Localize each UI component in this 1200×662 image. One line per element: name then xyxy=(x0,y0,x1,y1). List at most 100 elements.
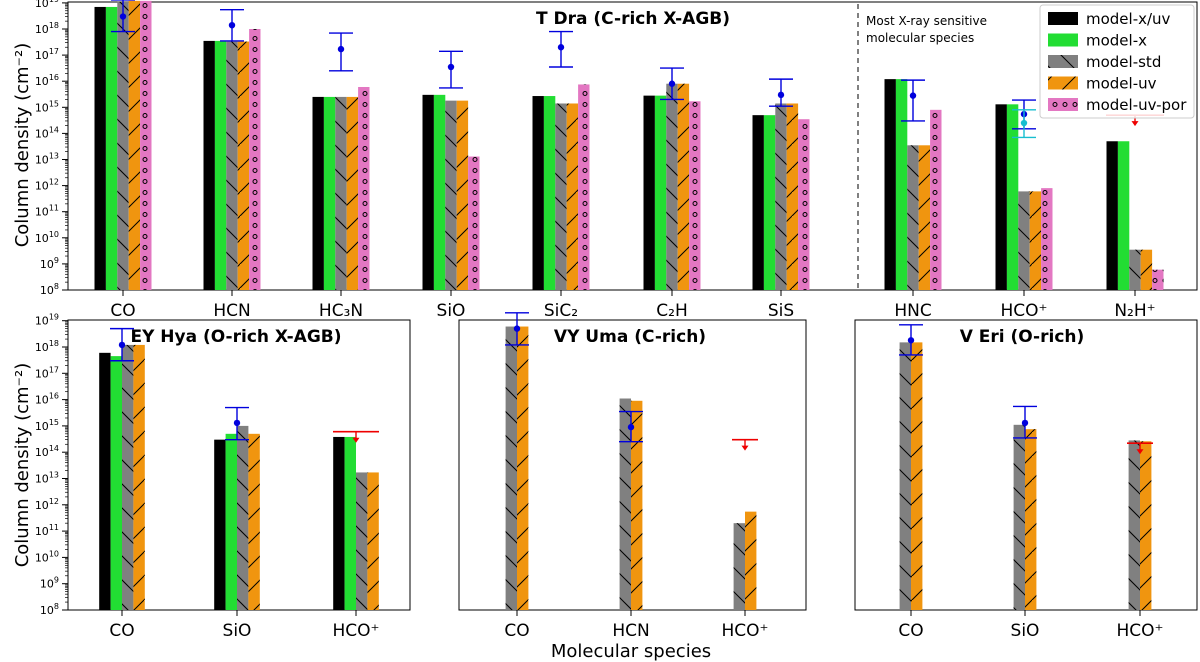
bar-model-x-sio xyxy=(433,94,446,290)
bar-hatch-model-uv-hcoplus xyxy=(367,472,379,610)
legend-swatch-model-x xyxy=(1048,33,1078,47)
x-tick-label-hc3n: HC₃N xyxy=(319,301,363,321)
bar-hatch-model-std-hcn xyxy=(619,398,631,610)
y-tick-label: 1011 xyxy=(35,204,59,219)
bar-hatch-model-std-co xyxy=(117,1,129,291)
bar-model-x-uv-hc3n xyxy=(312,96,324,291)
bar-model-x-sio xyxy=(225,433,237,610)
bar-hatch-model-std-sio xyxy=(445,100,457,290)
legend-label-model-x-uv: model-x/uv xyxy=(1086,10,1171,28)
bar-hatch-model-uv-n2hplus xyxy=(1140,249,1153,290)
obs-point-hcoplus xyxy=(1020,119,1028,127)
y-tick-label: 1017 xyxy=(35,47,59,62)
x-axis-title: Molecular species xyxy=(551,641,711,662)
bar-hatch-model-std-n2hplus xyxy=(1129,249,1141,290)
x-tick-label-co: CO xyxy=(110,301,135,321)
x-tick-label-sis: SiS xyxy=(768,301,794,321)
bar-hatch-model-uv-hcn xyxy=(631,400,643,610)
bar-hatch-model-uv-sic2 xyxy=(566,103,579,291)
x-tick-label-co: CO xyxy=(898,621,923,641)
bar-model-x-uv-sis xyxy=(752,115,764,290)
panel-title-3: V Eri (O-rich) xyxy=(960,327,1085,347)
obs-point-co xyxy=(119,13,127,20)
bar-hatch-model-uv-por-sic2 xyxy=(578,84,590,290)
bar-hatch-model-uv-hc3n xyxy=(346,96,359,291)
y-tick-label: 1013 xyxy=(35,152,59,167)
bar-hatch-model-std-hcoplus xyxy=(1128,440,1140,610)
upper-limit-arrow-head xyxy=(1131,121,1139,127)
bar-hatch-model-uv-hnc xyxy=(918,145,931,290)
obs-point-hc3n xyxy=(337,45,345,53)
obs-point-co xyxy=(118,341,126,349)
bar-model-x-n2hplus xyxy=(1117,141,1130,290)
panel-title-2: VY Uma (C-rich) xyxy=(554,327,706,347)
bar-hatch-model-uv-sis xyxy=(786,103,799,291)
bar-hatch-model-uv-sio xyxy=(248,433,260,610)
obs-point-hcn xyxy=(627,423,635,431)
legend-swatch-hatch-model-uv-por xyxy=(1048,98,1078,111)
bar-hatch-model-std-sic2 xyxy=(555,103,567,291)
y-tick-label: 1016 xyxy=(35,392,59,407)
x-tick-label-c2h: C₂H xyxy=(656,301,687,321)
x-tick-label-co: CO xyxy=(109,621,134,641)
panel-title-1: EY Hya (O-rich X-AGB) xyxy=(130,327,341,347)
bar-hatch-model-std-hcoplus xyxy=(356,472,368,610)
legend-frame xyxy=(1039,4,1195,119)
upper-limit-arrow-head xyxy=(1136,449,1144,455)
bar-hatch-model-uv-por-hc3n xyxy=(358,86,370,290)
bar-model-x-uv-hnc xyxy=(884,79,896,291)
upper-limit-arrow-head xyxy=(352,437,360,443)
panel-t-dra: 108 109 1010 1011 1012 1013 1014 1015 1016 1017 10… xyxy=(35,0,1198,321)
legend-label-model-uv: model-uv xyxy=(1086,75,1157,93)
bar-model-x-co xyxy=(105,6,118,291)
bar-hatch-model-std-c2h xyxy=(666,83,678,290)
panel-ey-hya: 108 109 1010 1011 1012 1013 1014 1015 1016 1017 10… xyxy=(35,313,411,641)
bar-model-x-uv-hcoplus xyxy=(995,104,1007,290)
annotation-line-1: Most X-ray sensitive xyxy=(866,14,987,28)
bar-model-x-hcoplus xyxy=(344,436,356,610)
legend-swatch-model-x-uv xyxy=(1048,12,1078,25)
bar-hatch-model-std-co xyxy=(899,342,911,610)
y-tick-label: 108 xyxy=(40,282,59,297)
x-tick-label-hcoplus: HCO⁺ xyxy=(1000,301,1047,321)
obs-point-hnc xyxy=(909,92,917,99)
bar-hatch-model-uv-c2h xyxy=(677,83,690,290)
y-tick-label: 1013 xyxy=(35,471,59,486)
bar-model-x-hcn xyxy=(214,40,227,290)
y-tick-label: 1019 xyxy=(35,313,59,328)
bar-hatch-model-uv-por-sio xyxy=(468,156,480,290)
legend-swatch-hatch-model-std xyxy=(1048,55,1078,68)
x-tick-label-sio: SiO xyxy=(223,621,252,641)
obs-point-c2h xyxy=(668,80,676,87)
y-tick-label: 1017 xyxy=(35,365,59,380)
y-tick-label: 1018 xyxy=(35,339,59,354)
y-tick-label: 1015 xyxy=(35,418,59,433)
y-tick-label: 1010 xyxy=(35,549,59,564)
upper-limit-arrow-head xyxy=(741,445,749,451)
bar-hatch-model-uv-hcoplus xyxy=(745,511,757,610)
x-tick-label-n2hplus: N₂H⁺ xyxy=(1114,301,1155,321)
bar-hatch-model-uv-por-c2h xyxy=(689,101,701,291)
panel-title-0: T Dra (C-rich X-AGB) xyxy=(536,9,730,29)
bar-hatch-model-std-hc3n xyxy=(335,96,347,291)
bar-hatch-model-std-hcoplus xyxy=(733,523,745,610)
bar-model-x-uv-sio xyxy=(422,94,434,290)
bar-hatch-model-std-hcoplus xyxy=(1018,191,1030,290)
bar-hatch-model-uv-co xyxy=(517,326,529,610)
legend-label-model-uv-por: model-uv-por xyxy=(1086,96,1187,114)
bar-hatch-model-uv-sio xyxy=(1025,429,1037,610)
x-tick-label-hcoplus: HCO⁺ xyxy=(721,621,768,641)
y-tick-label: 1012 xyxy=(35,178,59,193)
y-tick-label: 1018 xyxy=(35,21,59,36)
annotation-line-2: molecular species xyxy=(866,31,974,45)
bar-model-x-uv-hcoplus xyxy=(333,436,345,610)
bar-model-x-hc3n xyxy=(323,96,336,291)
bar-model-x-co xyxy=(110,356,122,610)
bar-hatch-model-uv-por-n2hplus xyxy=(1152,269,1164,290)
bar-hatch-model-std-co xyxy=(505,326,517,610)
bar-model-x-c2h xyxy=(654,95,667,290)
y-tick-label: 108 xyxy=(40,602,59,617)
bar-hatch-model-uv-por-hcn xyxy=(249,29,261,290)
legend-swatch-hatch-model-uv xyxy=(1048,76,1078,90)
x-tick-label-hcoplus: HCO⁺ xyxy=(332,621,379,641)
